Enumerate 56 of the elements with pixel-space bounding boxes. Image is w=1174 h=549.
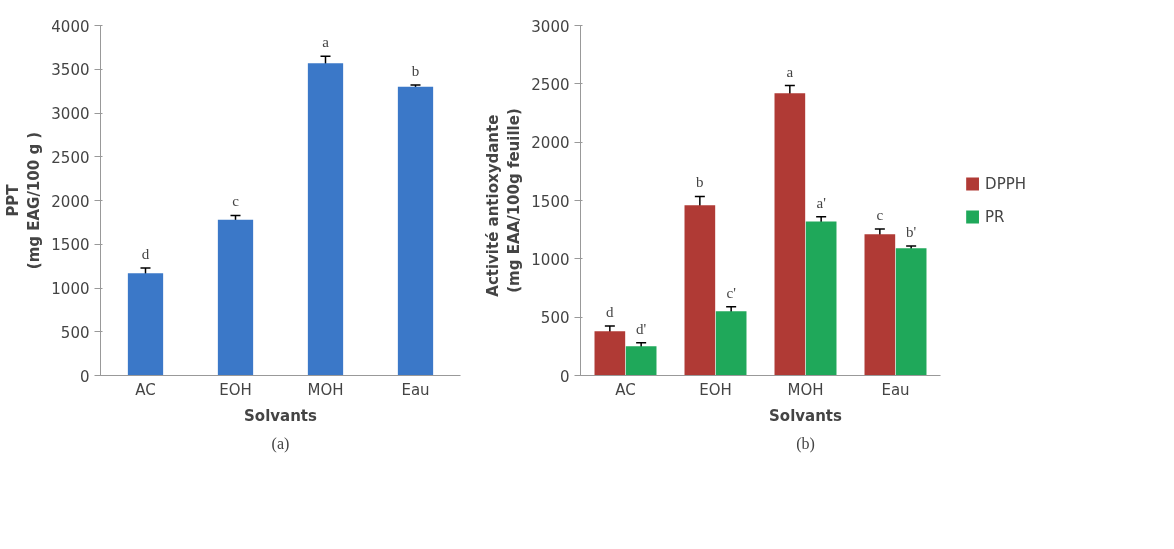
x-axis-title: Solvants xyxy=(244,406,318,425)
x-tick-label: Eau xyxy=(401,380,430,399)
text: (b) xyxy=(796,434,815,453)
data-label: d xyxy=(141,245,150,262)
y-tick-label: 1000 xyxy=(531,250,570,269)
x-tick-label: AC xyxy=(615,380,636,399)
x-tick-label: Eau xyxy=(881,380,910,399)
x-tick-label: AC xyxy=(135,380,156,399)
bar xyxy=(805,221,837,376)
y-tick-label: 3000 xyxy=(51,105,90,123)
y-tick-label: 1000 xyxy=(51,280,90,298)
data-label: c xyxy=(876,207,884,224)
x-tick-label: MOH xyxy=(787,380,824,399)
y-tick-label: 3500 xyxy=(51,61,90,80)
y-tick-label: 1500 xyxy=(531,192,570,211)
x-tick-label: EOH xyxy=(219,380,252,399)
y-tick-label: 3000 xyxy=(531,17,570,36)
data-label: c xyxy=(232,193,240,210)
y-tick-label: 2500 xyxy=(531,75,570,94)
legend-label: PR xyxy=(985,207,1006,226)
y-axis-title: Activité antioxydante (mg EAA/100g feuille) xyxy=(483,108,524,297)
bar xyxy=(217,219,254,376)
bar xyxy=(895,248,927,376)
bar xyxy=(715,311,747,376)
text: (a) xyxy=(271,434,290,453)
bar xyxy=(625,346,657,376)
y-tick-label: 0 xyxy=(559,367,570,386)
y-tick-label: 2000 xyxy=(531,134,570,153)
x-axis-title: Solvants xyxy=(769,406,843,425)
bar xyxy=(864,234,896,376)
bar xyxy=(774,93,806,376)
bar xyxy=(594,331,626,376)
bar xyxy=(684,205,716,376)
data-label: d' xyxy=(636,320,647,337)
x-tick-label: MOH xyxy=(307,380,344,399)
y-tick-label: 500 xyxy=(540,309,570,328)
bar xyxy=(307,63,344,376)
data-label: b xyxy=(411,63,420,79)
y-tick-label: 2000 xyxy=(51,192,90,211)
x-tick-label: EOH xyxy=(699,380,732,399)
data-label: a xyxy=(322,34,330,51)
y-tick-label: 2500 xyxy=(51,148,90,167)
data-label: a' xyxy=(816,194,827,211)
bar xyxy=(127,273,164,376)
data-label: a xyxy=(786,63,794,80)
y-tick-label: 500 xyxy=(60,323,90,342)
legend-label: DPPH xyxy=(985,174,1026,193)
y-tick-label: 4000 xyxy=(51,17,90,36)
y-axis-title: PPT (mg EAG/100 g ) xyxy=(3,131,44,270)
data-label: b xyxy=(696,174,704,191)
data-label: d xyxy=(606,303,615,320)
bar xyxy=(397,86,434,376)
y-tick-label: 1500 xyxy=(51,236,90,255)
data-label: c' xyxy=(726,284,737,301)
y-tick-label: 0 xyxy=(79,367,90,386)
data-label: b' xyxy=(906,224,917,240)
